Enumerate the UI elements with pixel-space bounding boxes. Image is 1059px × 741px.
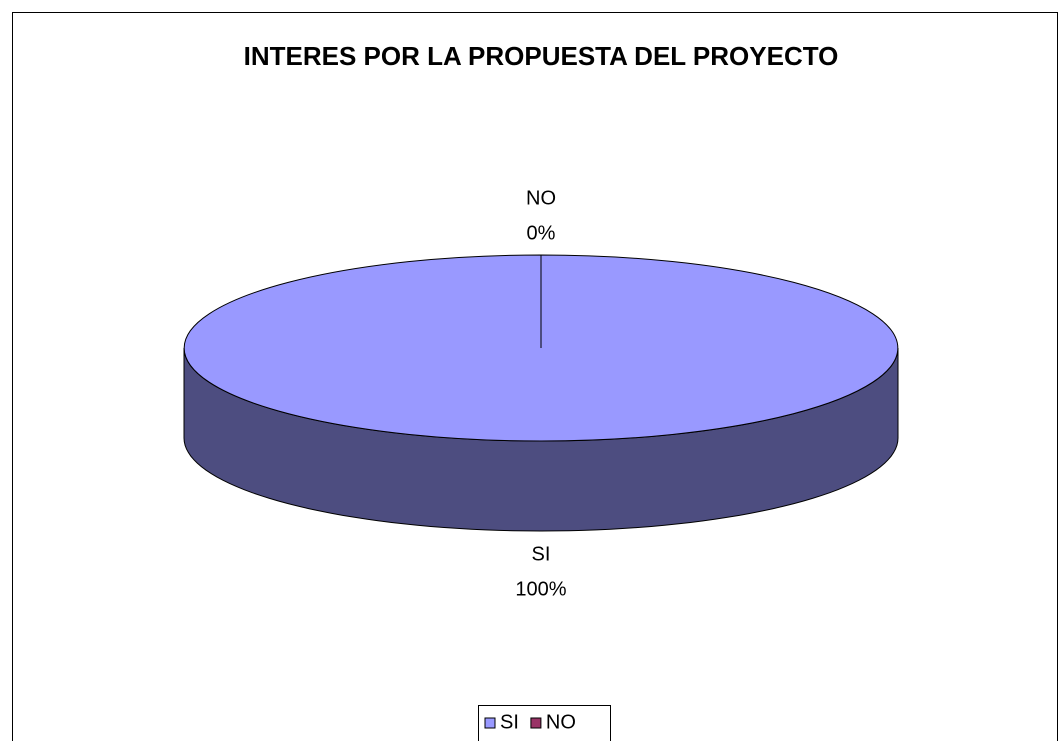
slice-label-name: SI (532, 543, 551, 565)
legend-swatch (530, 717, 542, 729)
chart-title: INTERES POR LA PROPUESTA DEL PROYECTO (244, 41, 839, 71)
legend-box (478, 705, 611, 741)
slice-label-value: 0% (527, 222, 556, 244)
legend-label: NO (546, 711, 576, 733)
slice-label-name: NO (526, 187, 556, 209)
slice-label-value: 100% (515, 578, 566, 600)
legend-swatch (484, 717, 496, 729)
legend-label: SI (500, 711, 519, 733)
